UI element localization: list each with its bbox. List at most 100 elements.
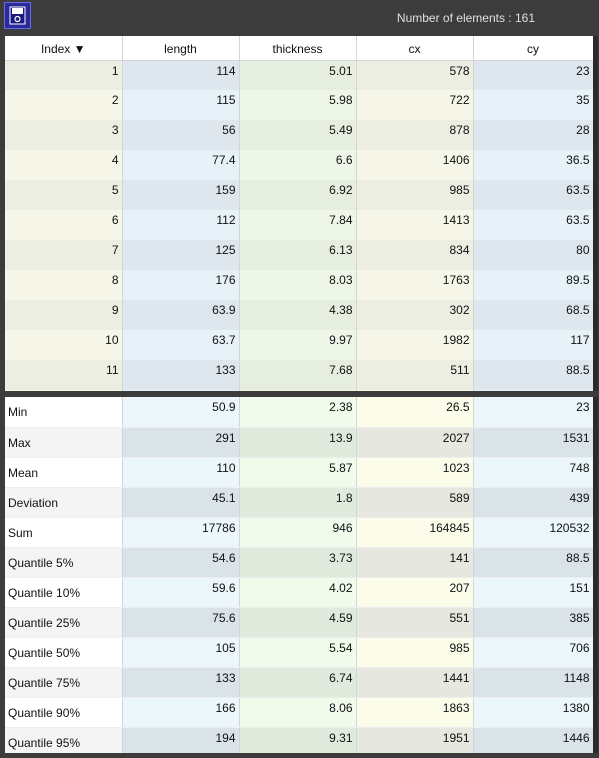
stats-value: 207 [356,577,474,608]
table-cell[interactable]: 176 [122,270,240,300]
table-row[interactable]: 4 77.4 6.6 1406 36.5 [5,150,593,180]
table-cell[interactable]: 6 [5,210,123,240]
table-cell[interactable]: 878 [356,120,474,150]
stats-value: 2.38 [239,397,357,428]
table-cell[interactable]: 5.98 [239,90,357,120]
stats-value: 439 [473,487,593,518]
save-button[interactable] [4,2,31,29]
table-row[interactable]: 1 114 5.01 578 23 [5,60,593,90]
table-cell[interactable]: 4.38 [239,300,357,330]
table-cell[interactable] [356,390,474,391]
table-cell[interactable]: 834 [356,240,474,270]
table-cell[interactable]: 117 [473,330,593,360]
table-cell[interactable]: 7 [5,240,123,270]
table-cell[interactable]: 1982 [356,330,474,360]
table-cell[interactable]: 1406 [356,150,474,180]
table-cell[interactable]: 578 [356,60,474,90]
table-cell[interactable]: 36.5 [473,150,593,180]
table-cell[interactable]: 63.5 [473,210,593,240]
table-cell[interactable]: 125 [122,240,240,270]
column-header-cy[interactable]: cy [473,36,593,61]
column-header-length[interactable]: length [122,36,240,61]
table-cell[interactable]: 722 [356,90,474,120]
table-cell[interactable]: 88.5 [473,360,593,390]
table-cell[interactable]: 4 [5,150,123,180]
table-cell[interactable]: 8 [5,270,123,300]
statistics-table-panel: Min 50.9 2.38 26.5 23 Max 291 13.9 2027 1531 Mean 1… [5,397,593,753]
table-cell[interactable]: 10 [5,330,123,360]
table-cell[interactable]: 63.9 [122,300,240,330]
table-cell[interactable]: 5.01 [239,60,357,90]
stats-value: 385 [473,607,593,638]
table-cell[interactable]: 6.92 [239,180,357,210]
table-cell[interactable]: 56 [122,120,240,150]
table-cell[interactable]: 985 [356,180,474,210]
table-cell[interactable] [239,390,357,391]
table-cell[interactable]: 11 [5,360,123,390]
column-header-index[interactable]: Index ▼ [5,36,123,61]
table-cell[interactable]: 9.97 [239,330,357,360]
table-row[interactable]: 9 63.9 4.38 302 68.5 [5,300,593,330]
table-cell[interactable]: 7.68 [239,360,357,390]
statistics-table: Min 50.9 2.38 26.5 23 Max 291 13.9 2027 1531 Mean 1… [5,397,593,753]
stats-value: 23 [473,397,593,428]
column-header-thickness[interactable]: thickness [239,36,357,61]
table-cell[interactable]: 68.5 [473,300,593,330]
table-cell[interactable]: 28 [473,120,593,150]
stats-row: Deviation 45.1 1.8 589 439 [5,487,593,518]
table-cell[interactable]: 511 [356,360,474,390]
table-cell[interactable]: 1413 [356,210,474,240]
table-cell[interactable]: 6.6 [239,150,357,180]
table-cell[interactable] [473,390,593,391]
table-cell[interactable] [5,390,123,391]
table-cell[interactable]: 63.5 [473,180,593,210]
table-cell[interactable]: 1 [5,60,123,90]
table-row[interactable]: 11 133 7.68 511 88.5 [5,360,593,390]
table-cell[interactable]: 8.03 [239,270,357,300]
data-table-scrollbar[interactable] [593,36,598,391]
stats-row: Quantile 95% 194 9.31 1951 1446 [5,727,593,753]
stats-label: Max [5,427,123,458]
statistics-table-scrollbar[interactable] [593,397,598,753]
table-cell[interactable]: 3 [5,120,123,150]
table-cell[interactable] [122,390,240,391]
table-cell[interactable]: 1763 [356,270,474,300]
column-header-cx[interactable]: cx [356,36,474,61]
stats-row: Quantile 5% 54.6 3.73 141 88.5 [5,547,593,578]
table-cell[interactable]: 35 [473,90,593,120]
table-row[interactable]: 5 159 6.92 985 63.5 [5,180,593,210]
table-cell[interactable]: 6.13 [239,240,357,270]
stats-label: Min [5,397,123,428]
table-cell[interactable]: 5 [5,180,123,210]
stats-label: Sum [5,517,123,548]
table-row[interactable] [5,390,593,391]
table-cell[interactable]: 23 [473,60,593,90]
stats-value: 6.74 [239,667,357,698]
table-cell[interactable]: 115 [122,90,240,120]
table-row[interactable]: 2 115 5.98 722 35 [5,90,593,120]
table-cell[interactable]: 112 [122,210,240,240]
table-row[interactable]: 6 112 7.84 1413 63.5 [5,210,593,240]
table-row[interactable]: 10 63.7 9.97 1982 117 [5,330,593,360]
stats-label: Quantile 10% [5,577,123,608]
table-cell[interactable]: 9 [5,300,123,330]
stats-label: Quantile 75% [5,667,123,698]
table-row[interactable]: 8 176 8.03 1763 89.5 [5,270,593,300]
table-row[interactable]: 3 56 5.49 878 28 [5,120,593,150]
stats-row: Quantile 10% 59.6 4.02 207 151 [5,577,593,608]
stats-label: Mean [5,457,123,488]
table-cell[interactable]: 133 [122,360,240,390]
table-cell[interactable]: 2 [5,90,123,120]
table-cell[interactable]: 7.84 [239,210,357,240]
table-cell[interactable]: 89.5 [473,270,593,300]
table-cell[interactable]: 77.4 [122,150,240,180]
table-cell[interactable]: 114 [122,60,240,90]
table-cell[interactable]: 302 [356,300,474,330]
table-cell[interactable]: 80 [473,240,593,270]
table-row[interactable]: 7 125 6.13 834 80 [5,240,593,270]
table-cell[interactable]: 63.7 [122,330,240,360]
table-cell[interactable]: 5.49 [239,120,357,150]
table-cell[interactable]: 159 [122,180,240,210]
stats-value: 3.73 [239,547,357,578]
stats-value: 59.6 [122,577,240,608]
